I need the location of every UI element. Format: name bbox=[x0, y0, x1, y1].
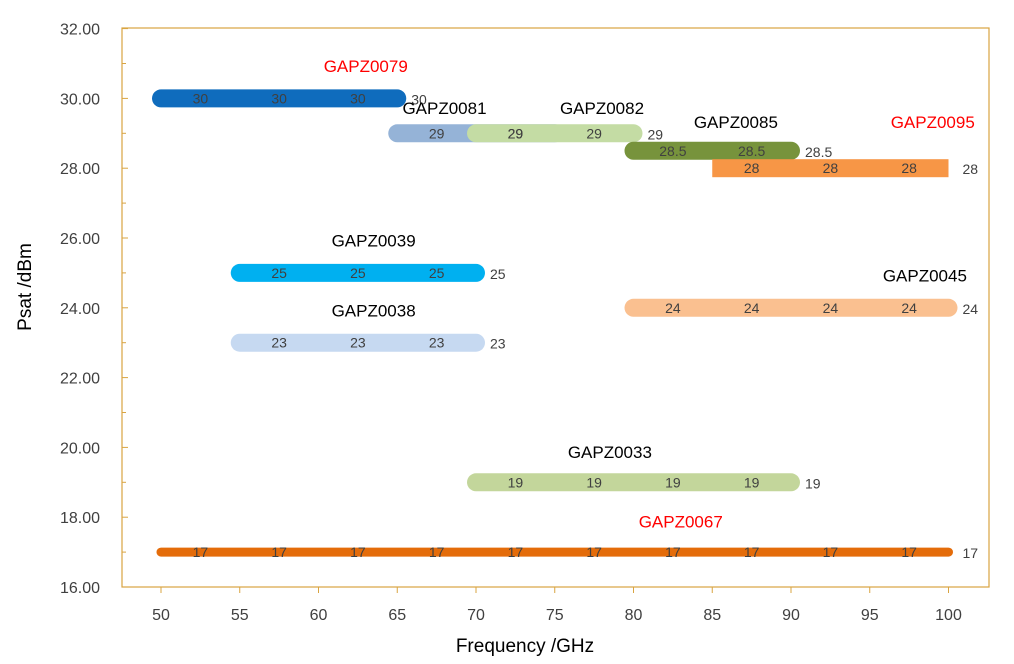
data-label: 23 bbox=[271, 335, 287, 351]
data-label: 24 bbox=[665, 300, 681, 316]
data-label: 17 bbox=[901, 544, 917, 560]
x-tick-label: 90 bbox=[782, 607, 800, 624]
x-tick-label: 95 bbox=[861, 607, 879, 624]
data-label: 29 bbox=[508, 125, 524, 141]
series-name-label: GAPZ0095 bbox=[891, 113, 975, 132]
data-label: 29 bbox=[586, 125, 602, 141]
data-label: 24 bbox=[823, 300, 839, 316]
data-label: 17 bbox=[271, 544, 287, 560]
end-value-label: 25 bbox=[490, 266, 506, 282]
series-name-label: GAPZ0082 bbox=[560, 99, 644, 118]
data-label: 25 bbox=[271, 265, 287, 281]
y-tick-label: 26.00 bbox=[60, 231, 100, 248]
data-label: 28 bbox=[823, 160, 839, 176]
x-axis-title: Frequency /GHz bbox=[456, 636, 594, 657]
data-label: 17 bbox=[508, 544, 524, 560]
series-name-label: GAPZ0079 bbox=[324, 57, 408, 76]
data-label: 19 bbox=[586, 474, 602, 490]
series-name-label: GAPZ0039 bbox=[332, 232, 416, 251]
data-label: 24 bbox=[901, 300, 917, 316]
end-value-label: 17 bbox=[963, 545, 979, 561]
x-tick-label: 50 bbox=[152, 607, 170, 624]
data-label: 17 bbox=[744, 544, 760, 560]
end-value-label: 30 bbox=[411, 91, 427, 107]
data-label: 30 bbox=[193, 90, 209, 106]
y-tick-label: 20.00 bbox=[60, 440, 100, 457]
data-label: 24 bbox=[744, 300, 760, 316]
data-label: 19 bbox=[665, 474, 681, 490]
x-tick-label: 100 bbox=[935, 607, 962, 624]
x-tick-label: 65 bbox=[388, 607, 406, 624]
end-value-label: 19 bbox=[805, 475, 821, 491]
data-label: 29 bbox=[429, 125, 445, 141]
data-label: 28.5 bbox=[659, 143, 686, 159]
end-value-label: 28.5 bbox=[805, 144, 832, 160]
end-value-label: 28 bbox=[963, 161, 979, 177]
bar-gapz0095 bbox=[712, 159, 949, 178]
data-label: 17 bbox=[193, 544, 209, 560]
data-label: 19 bbox=[508, 474, 524, 490]
data-label: 28 bbox=[901, 160, 917, 176]
series-name-label: GAPZ0067 bbox=[639, 513, 723, 532]
data-label: 29 bbox=[508, 125, 524, 141]
series-name-label: GAPZ0038 bbox=[332, 302, 416, 321]
y-tick-label: 28.00 bbox=[60, 161, 100, 178]
bars bbox=[152, 89, 958, 557]
x-tick-label: 70 bbox=[467, 607, 485, 624]
x-tick-label: 85 bbox=[703, 607, 721, 624]
data-label: 28 bbox=[744, 160, 760, 176]
x-tick-label: 75 bbox=[546, 607, 564, 624]
series-name-label: GAPZ0085 bbox=[694, 113, 778, 132]
data-label: 28.5 bbox=[738, 143, 765, 159]
x-tick-label: 60 bbox=[310, 607, 328, 624]
data-label: 17 bbox=[586, 544, 602, 560]
x-tick-label: 80 bbox=[625, 607, 643, 624]
y-tick-label: 30.00 bbox=[60, 91, 100, 108]
y-axis: 16.00 18.00 20.00 22.00 24.00 26.00 28.00 30.00… bbox=[60, 22, 128, 597]
end-value-label: 23 bbox=[490, 336, 506, 352]
y-tick-label: 22.00 bbox=[60, 371, 100, 388]
data-label: 25 bbox=[350, 265, 366, 281]
x-tick-label: 55 bbox=[231, 607, 249, 624]
data-label: 25 bbox=[429, 265, 445, 281]
data-label: 17 bbox=[429, 544, 445, 560]
data-label: 23 bbox=[429, 335, 445, 351]
data-label: 23 bbox=[350, 335, 366, 351]
data-label: 17 bbox=[823, 544, 839, 560]
data-label: 17 bbox=[350, 544, 366, 560]
y-tick-label: 18.00 bbox=[60, 510, 100, 527]
data-label: 19 bbox=[744, 474, 760, 490]
end-value-label: 29 bbox=[648, 126, 664, 142]
series-name-label: GAPZ0033 bbox=[568, 443, 652, 462]
y-tick-label: 32.00 bbox=[60, 22, 100, 39]
data-label: 30 bbox=[271, 90, 287, 106]
y-tick-label: 24.00 bbox=[60, 301, 100, 318]
end-value-label: 24 bbox=[963, 301, 979, 317]
data-label: 30 bbox=[350, 90, 366, 106]
series-name-label: GAPZ0081 bbox=[402, 99, 486, 118]
x-axis: 50 55 60 65 70 75 80 85 90 95 100 bbox=[152, 587, 962, 624]
series-name-label: GAPZ0045 bbox=[883, 267, 967, 286]
y-tick-label: 16.00 bbox=[60, 580, 100, 597]
data-label: 17 bbox=[665, 544, 681, 560]
y-axis-title: Psat /dBm bbox=[15, 243, 36, 331]
